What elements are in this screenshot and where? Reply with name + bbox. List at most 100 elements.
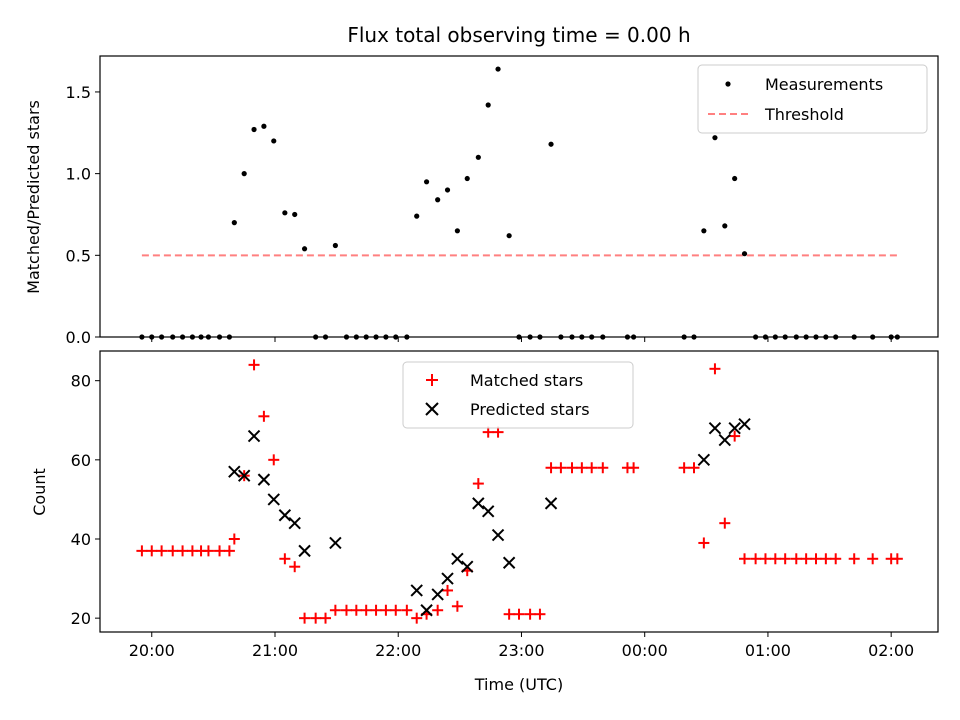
- matched-star-point-14: [268, 454, 280, 466]
- measurement-point-52: [712, 135, 718, 141]
- predicted-star-point-9: [410, 584, 423, 597]
- predicted-star-point-3: [257, 473, 271, 486]
- xtick-label-5: 01:00: [745, 641, 791, 660]
- matched-star-point-25: [380, 604, 392, 616]
- matched-star-point-4: [177, 545, 189, 557]
- measurement-point-35: [485, 102, 491, 108]
- matched-star-point-65: [848, 553, 860, 565]
- matched-star-point-53: [719, 517, 731, 529]
- top-ytick-label-3: 1.5: [66, 83, 91, 102]
- predicted-star-point-5: [278, 509, 292, 522]
- predicted-star-point-8: [329, 536, 342, 550]
- matched-star-point-52: [709, 363, 721, 375]
- matched-star-point-50: [688, 462, 700, 474]
- measurement-point-29: [423, 179, 430, 185]
- matched-star-point-15: [279, 553, 291, 565]
- chart-title: Flux total observing time = 0.00 h: [347, 23, 690, 47]
- matched-star-point-10: [228, 533, 240, 545]
- matched-star-point-58: [769, 553, 781, 565]
- matched-star-point-3: [167, 545, 179, 557]
- matched-star-point-1: [146, 545, 158, 557]
- matched-star-point-56: [750, 553, 762, 565]
- top-panel: 0.0 0.5 1.0 1.5 Matched/Predicted stars Mea…: [24, 55, 939, 347]
- legend-marker-predicted-stars: [425, 402, 439, 416]
- matched-star-point-31: [442, 584, 454, 596]
- matched-star-point-41: [545, 462, 557, 474]
- bottom-ytick-label-3: 80: [71, 372, 91, 391]
- matched-star-point-66: [867, 553, 879, 565]
- predicted-star-point-11: [431, 588, 444, 601]
- measurement-point-16: [292, 211, 298, 218]
- matched-star-point-8: [214, 545, 226, 557]
- matched-star-point-64: [830, 553, 842, 565]
- matched-star-point-42: [555, 462, 567, 474]
- matched-star-point-40: [534, 608, 546, 620]
- bottom-y-ticks: 20 40 60 80: [71, 372, 100, 628]
- matched-star-point-57: [759, 553, 771, 565]
- measurement-point-20: [332, 242, 338, 249]
- matched-star-point-12: [248, 359, 260, 371]
- measurement-point-13: [261, 123, 267, 129]
- predicted-star-point-23: [728, 421, 741, 435]
- legend-label-matched-stars: Matched stars: [470, 371, 583, 390]
- measurement-point-32: [454, 228, 460, 234]
- matched-star-point-59: [779, 553, 791, 565]
- matched-star-point-49: [678, 462, 690, 474]
- xtick-label-6: 02:00: [868, 641, 914, 660]
- matched-star-point-34: [472, 478, 484, 490]
- bottom-panel: 20 40 60 80 20:00 21:00 22:00 23:00 00:00 01:00 0…: [30, 350, 939, 694]
- measurement-point-15: [282, 210, 288, 216]
- predicted-star-point-22: [718, 433, 732, 447]
- matched-star-point-23: [360, 604, 372, 616]
- predicted-star-point-4: [267, 493, 280, 506]
- predicted-star-point-0: [228, 465, 241, 478]
- predicted-star-point-13: [451, 552, 464, 565]
- matched-star-point-60: [790, 553, 802, 565]
- predicted-star-point-15: [472, 497, 485, 510]
- matched-star-point-32: [451, 600, 463, 612]
- predicted-star-point-12: [441, 572, 454, 585]
- top-legend: Measurements Threshold: [697, 64, 928, 134]
- predicted-star-point-6: [288, 516, 301, 530]
- measurement-point-37: [506, 233, 512, 239]
- predicted-star-point-20: [697, 453, 711, 467]
- matched-star-point-48: [628, 462, 640, 474]
- matched-star-point-2: [156, 545, 168, 557]
- top-ytick-label-1: 0.5: [66, 246, 91, 265]
- measurement-point-10: [231, 220, 237, 226]
- matched-star-point-55: [739, 553, 751, 565]
- matched-star-point-9: [223, 545, 235, 557]
- bottom-legend: Matched stars Predicted stars: [402, 361, 634, 429]
- matched-star-point-30: [432, 604, 444, 616]
- top-y-axis-label: Matched/Predicted stars: [24, 100, 43, 294]
- legend-marker-measurements: [725, 81, 731, 87]
- bottom-x-ticks: 20:00 21:00 22:00 23:00 00:00 01:00 02:00: [129, 632, 914, 660]
- matched-star-point-51: [698, 537, 710, 549]
- matched-star-point-21: [340, 604, 352, 616]
- matched-star-point-7: [202, 545, 214, 557]
- measurement-point-12: [251, 126, 257, 133]
- matched-stars-points: [136, 359, 903, 624]
- top-legend-box: [697, 64, 928, 134]
- matched-star-point-45: [586, 462, 598, 474]
- legend-label-predicted-stars: Predicted stars: [470, 400, 590, 419]
- matched-star-point-17: [299, 612, 311, 624]
- matched-star-point-26: [390, 604, 402, 616]
- matched-star-point-46: [597, 462, 609, 474]
- matched-star-point-22: [350, 604, 362, 616]
- matched-star-point-44: [576, 462, 588, 474]
- measurement-point-53: [722, 223, 728, 229]
- matched-star-point-13: [258, 410, 270, 422]
- matched-star-point-54: [729, 430, 741, 442]
- top-ytick-label-2: 1.0: [66, 165, 91, 184]
- predicted-star-point-19: [544, 497, 558, 510]
- matched-star-point-43: [566, 462, 578, 474]
- predicted-star-point-21: [708, 421, 722, 435]
- legend-label-threshold: Threshold: [764, 105, 844, 124]
- predicted-star-point-24: [738, 418, 751, 431]
- bottom-ytick-label-2: 60: [71, 451, 91, 470]
- measurement-point-54: [732, 175, 738, 182]
- xtick-label-3: 23:00: [498, 641, 544, 660]
- measurement-point-11: [241, 171, 247, 177]
